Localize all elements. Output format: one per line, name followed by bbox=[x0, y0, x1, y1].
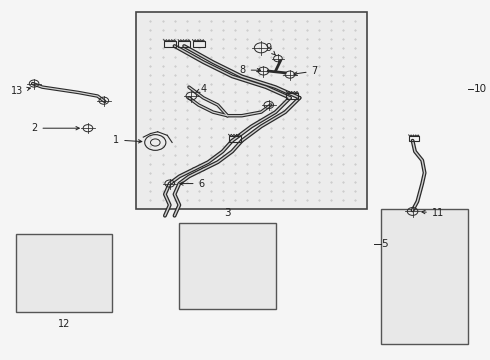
Bar bbox=[179, 223, 275, 309]
Text: 13: 13 bbox=[11, 86, 30, 96]
Text: 11: 11 bbox=[422, 208, 444, 218]
Text: 7: 7 bbox=[294, 66, 318, 76]
Text: 9: 9 bbox=[265, 43, 276, 55]
Bar bbox=[16, 234, 112, 312]
Bar bbox=[178, 41, 190, 47]
Bar bbox=[229, 136, 241, 142]
Text: 3: 3 bbox=[224, 207, 231, 217]
Bar bbox=[193, 41, 205, 47]
Bar bbox=[136, 12, 367, 208]
Text: 5: 5 bbox=[381, 239, 388, 249]
Text: 8: 8 bbox=[240, 65, 261, 75]
Text: 6: 6 bbox=[180, 179, 205, 189]
Text: 1: 1 bbox=[113, 135, 142, 145]
Text: 4: 4 bbox=[196, 84, 207, 94]
Text: 2: 2 bbox=[31, 123, 79, 133]
Bar bbox=[286, 93, 298, 99]
Bar bbox=[164, 41, 176, 47]
Bar bbox=[409, 136, 419, 141]
Text: 12: 12 bbox=[58, 319, 70, 329]
Text: 10: 10 bbox=[474, 84, 487, 94]
Bar bbox=[381, 208, 468, 344]
